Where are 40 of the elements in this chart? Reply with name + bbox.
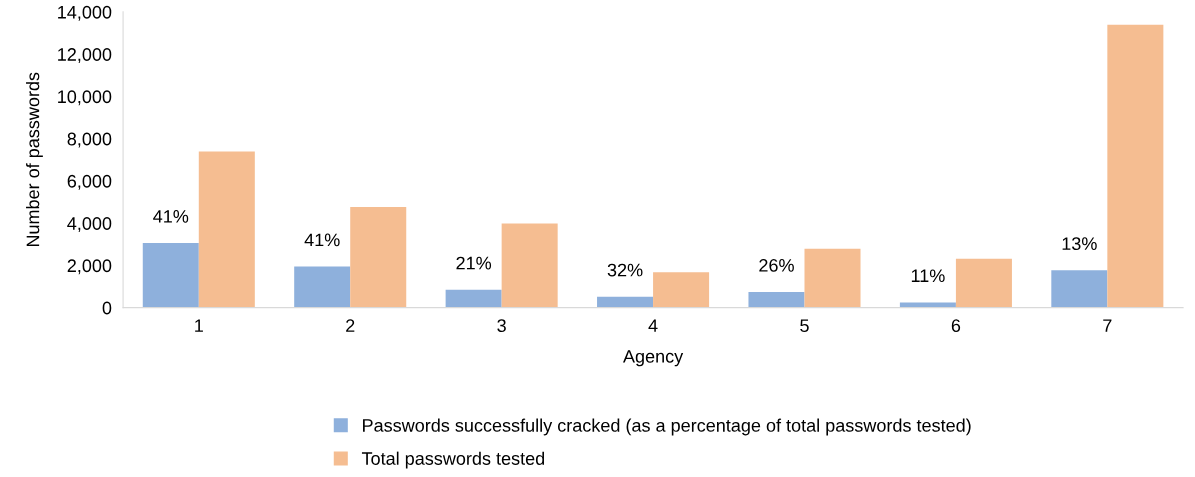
bar	[1051, 270, 1108, 308]
bar	[198, 151, 255, 308]
x-tick-label: 2	[346, 319, 355, 332]
annotation: 21%	[456, 256, 492, 270]
annotation: 41%	[304, 233, 340, 247]
y-tick-label: 12,000	[58, 48, 112, 64]
y-tick-label: 10,000	[58, 90, 112, 106]
bar	[294, 266, 351, 308]
x-tick-label: 4	[648, 319, 658, 332]
bar	[597, 296, 654, 308]
y-tick-label: 0	[102, 301, 112, 315]
bar	[1107, 24, 1164, 308]
bar	[748, 292, 805, 308]
annotation: 13%	[1062, 237, 1097, 251]
bar	[501, 223, 558, 308]
legend-label: Total passwords tested	[361, 451, 545, 469]
x-tick-label: 1	[195, 319, 203, 332]
y-tick-label: 2,000	[67, 259, 112, 275]
annotation: 26%	[759, 259, 794, 272]
x-tick-label: 5	[800, 319, 809, 333]
bar	[653, 272, 710, 308]
y-tick-label: 6,000	[67, 174, 112, 190]
bar	[142, 243, 199, 308]
x-tick-label: 6	[951, 319, 961, 333]
annotation: 41%	[153, 210, 189, 223]
y-tick-label: 4,000	[67, 217, 112, 233]
bar	[955, 258, 1012, 308]
x-axis-title: Agency	[622, 350, 684, 367]
y-tick-label: 8,000	[67, 132, 112, 148]
bar	[804, 248, 861, 308]
x-tick-label: 7	[1103, 319, 1112, 332]
bar	[899, 302, 956, 308]
y-tick-label: 14,000	[58, 5, 112, 21]
bar	[350, 206, 407, 308]
legend-label: Passwords successfully cracked (as a percentage of total passwords tested)	[363, 418, 971, 436]
x-tick-label: 3	[497, 319, 506, 333]
y-axis-title: Number of passwords	[26, 72, 43, 247]
annotation: 32%	[607, 263, 643, 277]
annotation: 11%	[911, 269, 945, 283]
bar	[445, 289, 502, 308]
